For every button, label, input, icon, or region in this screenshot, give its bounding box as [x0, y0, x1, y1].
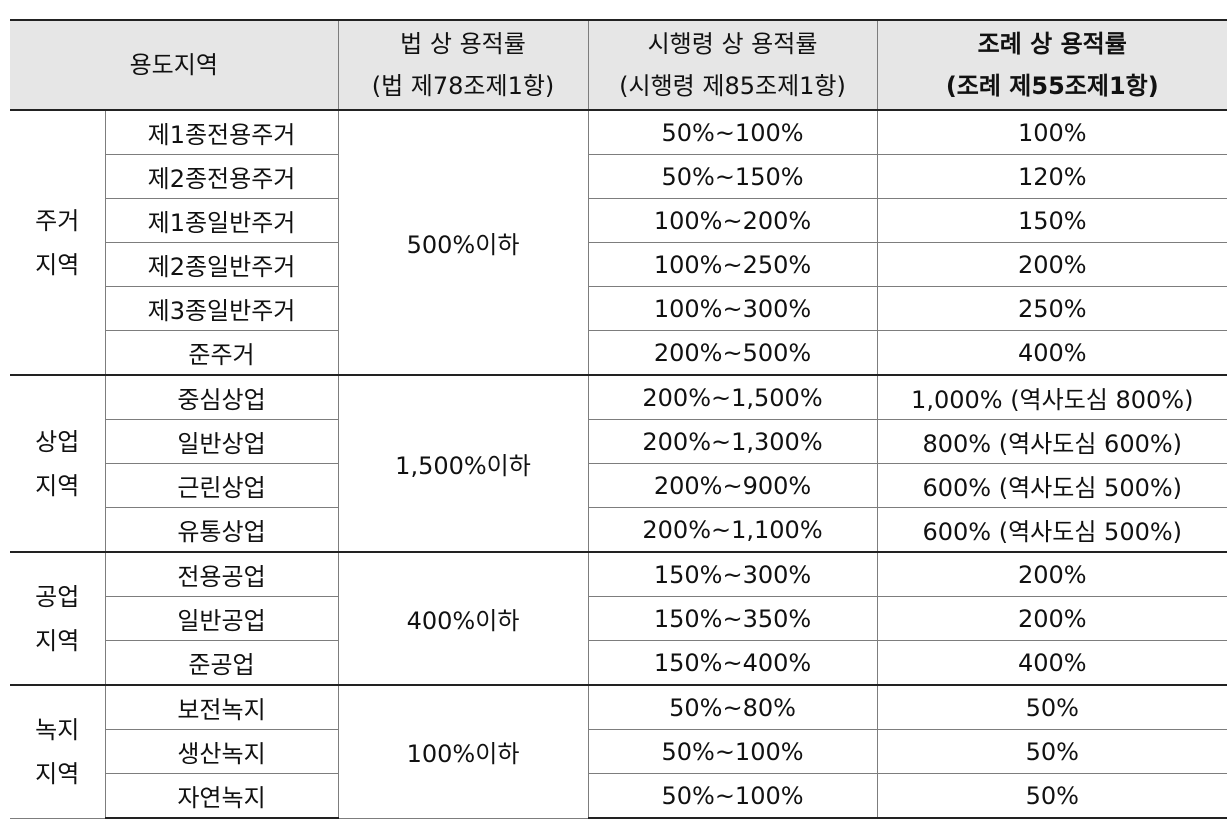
- table-row: 일반공업 150%~350% 200%: [10, 596, 1228, 641]
- zone-name-cell: 제2종일반주거: [105, 242, 339, 287]
- zone-name-cell: 일반공업: [105, 596, 339, 641]
- ordinance-ratio-cell: 600% (역사도심 500%): [876, 463, 1228, 508]
- zone-name-cell: 보전녹지: [104, 684, 339, 730]
- table-row: 생산녹지 50%~100% 50%: [10, 729, 1228, 774]
- table-body: 주거 지역 제1종전용주거 500%이하 50%~100% 100% 제2종전용주거 50%~…: [10, 109, 1228, 819]
- header-zone: 용도지역: [10, 19, 339, 111]
- header-law-ref: (법 제78조제1항): [371, 72, 555, 100]
- ordinance-ratio-cell: 400%: [876, 640, 1228, 686]
- law-ratio-cell: 500%이하: [337, 109, 589, 376]
- ordinance-ratio-cell: 100%: [876, 109, 1228, 155]
- zone-name-cell: 중심상업: [104, 374, 339, 420]
- ordinance-ratio-cell: 200%: [876, 242, 1228, 287]
- table-row: 제3종일반주거 100%~300% 250%: [10, 286, 1228, 331]
- zone-group-name-line1: 공업: [35, 582, 80, 611]
- decree-ratio-cell: 50%~100%: [587, 109, 878, 155]
- zone-name-cell: 근린상업: [105, 463, 339, 508]
- table-row: 근린상업 200%~900% 600% (역사도심 500%): [10, 463, 1228, 508]
- ordinance-ratio-cell: 50%: [876, 684, 1228, 730]
- header-decree: 시행령 상 용적률 (시행령 제85조제1항): [587, 19, 878, 111]
- table-row: 상업 지역 중심상업 1,500%이하 200%~1,500% 1,000% (역사도심 …: [10, 374, 1228, 553]
- table-row: 일반상업 200%~1,300% 800% (역사도심 600%): [10, 419, 1228, 464]
- ordinance-ratio-cell: 400%: [876, 330, 1228, 376]
- zone-name-cell: 준공업: [105, 640, 339, 686]
- table-row: 제2종일반주거 100%~250% 200%: [10, 242, 1228, 287]
- decree-ratio-cell: 200%~1,500%: [587, 374, 878, 420]
- header-ordinance: 조례 상 용적률 (조례 제55조제1항): [876, 19, 1228, 111]
- zone-group-name-line1: 상업: [35, 427, 80, 456]
- ordinance-ratio-cell: 200%: [876, 596, 1228, 641]
- table-row: 주거 지역 제1종전용주거 500%이하 50%~100% 100%: [10, 109, 1228, 376]
- law-ratio-cell: 1,500%이하: [337, 374, 589, 553]
- ordinance-ratio-cell: 600% (역사도심 500%): [876, 507, 1228, 553]
- decree-ratio-cell: 50%~80%: [587, 684, 878, 730]
- zone-name-cell: 전용공업: [104, 551, 339, 597]
- header-decree-title: 시행령 상 용적률: [647, 30, 818, 58]
- law-ratio-cell: 100%이하: [337, 684, 589, 819]
- decree-ratio-cell: 150%~350%: [587, 596, 878, 641]
- decree-ratio-cell: 200%~1,300%: [587, 419, 878, 464]
- zone-group-name-line1: 주거: [35, 206, 80, 235]
- floor-area-ratio-table: 용도지역 법 상 용적률 (법 제78조제1항) 시행령 상 용적률 (시행령 …: [10, 19, 1228, 819]
- decree-ratio-cell: 200%~900%: [587, 463, 878, 508]
- ordinance-ratio-cell: 50%: [876, 773, 1228, 819]
- zone-name-cell: 일반상업: [105, 419, 339, 464]
- table-row: 제1종일반주거 100%~200% 150%: [10, 198, 1228, 243]
- ordinance-ratio-cell: 120%: [876, 154, 1228, 199]
- zone-group-name-line2: 지역: [35, 471, 80, 500]
- decree-ratio-cell: 200%~500%: [587, 330, 878, 376]
- zone-group-name-line2: 지역: [35, 250, 80, 279]
- decree-ratio-cell: 100%~300%: [587, 286, 878, 331]
- zone-name-cell: 제1종전용주거: [104, 109, 339, 155]
- zone-name-cell: 제3종일반주거: [105, 286, 339, 331]
- ordinance-ratio-cell: 800% (역사도심 600%): [876, 419, 1228, 464]
- table-row: 제2종전용주거 50%~150% 120%: [10, 154, 1228, 199]
- table-row: 녹지 지역 보전녹지 100%이하 50%~80% 50%: [10, 684, 1228, 819]
- decree-ratio-cell: 150%~300%: [587, 551, 878, 597]
- ordinance-ratio-cell: 250%: [876, 286, 1228, 331]
- zone-name-cell: 준주거: [105, 330, 339, 376]
- ordinance-ratio-cell: 200%: [876, 551, 1228, 597]
- zone-name-cell: 생산녹지: [105, 729, 339, 774]
- ordinance-ratio-cell: 1,000% (역사도심 800%): [876, 374, 1228, 420]
- table-row: 유통상업 200%~1,100% 600% (역사도심 500%): [10, 507, 1228, 553]
- header-ordinance-title: 조례 상 용적률: [977, 30, 1127, 58]
- ordinance-ratio-cell: 150%: [876, 198, 1228, 243]
- header-ordinance-ref: (조례 제55조제1항): [945, 72, 1159, 100]
- decree-ratio-cell: 100%~250%: [587, 242, 878, 287]
- table-header: 용도지역 법 상 용적률 (법 제78조제1항) 시행령 상 용적률 (시행령 …: [10, 19, 1228, 111]
- decree-ratio-cell: 200%~1,100%: [587, 507, 878, 553]
- zone-name-cell: 제2종전용주거: [105, 154, 339, 199]
- header-law: 법 상 용적률 (법 제78조제1항): [337, 19, 589, 111]
- header-law-title: 법 상 용적률: [400, 30, 526, 58]
- zone-group-name-line2: 지역: [35, 759, 80, 788]
- header-row: 용도지역 법 상 용적률 (법 제78조제1항) 시행령 상 용적률 (시행령 …: [10, 19, 1228, 111]
- zone-name-cell: 유통상업: [105, 507, 339, 553]
- zone-group-name-line2: 지역: [35, 626, 80, 655]
- ordinance-ratio-cell: 50%: [876, 729, 1228, 774]
- decree-ratio-cell: 50%~100%: [587, 773, 878, 819]
- law-ratio-cell: 400%이하: [337, 551, 589, 686]
- decree-ratio-cell: 100%~200%: [587, 198, 878, 243]
- table-row: 공업 지역 전용공업 400%이하 150%~300% 200%: [10, 551, 1228, 686]
- zone-name-cell: 자연녹지: [105, 773, 339, 819]
- decree-ratio-cell: 50%~100%: [587, 729, 878, 774]
- decree-ratio-cell: 150%~400%: [587, 640, 878, 686]
- table-row: 자연녹지 50%~100% 50%: [10, 773, 1228, 819]
- zone-name-cell: 제1종일반주거: [105, 198, 339, 243]
- table-row: 준주거 200%~500% 400%: [10, 330, 1228, 376]
- decree-ratio-cell: 50%~150%: [587, 154, 878, 199]
- zone-group-name-line1: 녹지: [35, 715, 80, 744]
- header-decree-ref: (시행령 제85조제1항): [619, 72, 846, 100]
- table-row: 준공업 150%~400% 400%: [10, 640, 1228, 686]
